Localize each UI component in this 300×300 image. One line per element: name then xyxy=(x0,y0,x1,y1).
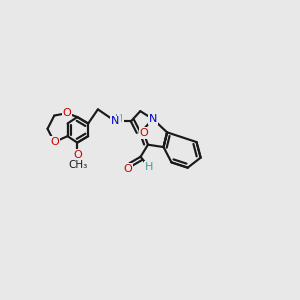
Text: O: O xyxy=(124,164,132,173)
Text: H: H xyxy=(145,162,153,172)
Text: N: N xyxy=(111,116,120,126)
Text: H: H xyxy=(115,114,123,124)
Text: O: O xyxy=(63,108,71,118)
Text: N: N xyxy=(149,114,157,124)
Text: O: O xyxy=(140,128,148,138)
Text: O: O xyxy=(50,137,59,147)
Text: O: O xyxy=(73,150,82,160)
Text: CH₃: CH₃ xyxy=(68,160,88,170)
